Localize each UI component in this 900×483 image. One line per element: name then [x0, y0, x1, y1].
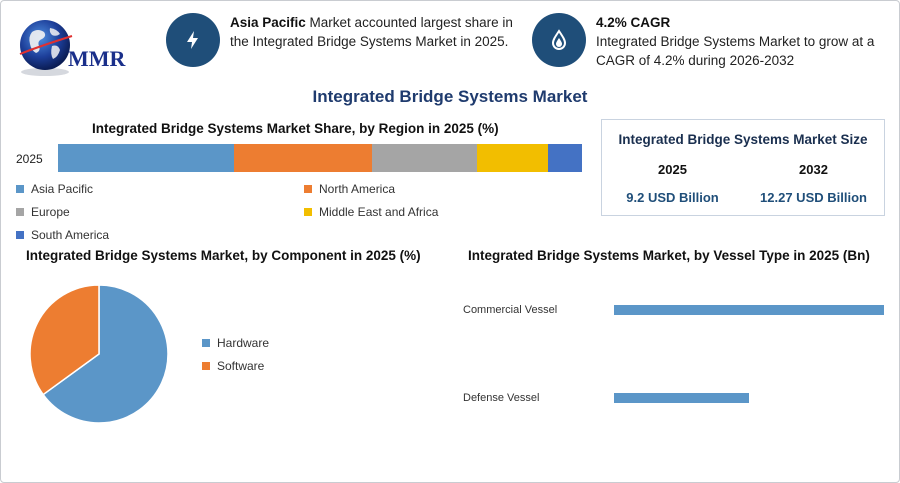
legend-europe: Europe [16, 205, 70, 219]
region-segment-middle-east-and-africa [477, 144, 548, 172]
region-segment-asia-pacific [58, 144, 234, 172]
pie-slice-software [29, 284, 100, 396]
region-segment-north-america [233, 144, 373, 172]
region-bar-year: 2025 [16, 152, 43, 166]
market-size-value-2032: 12.27 USD Billion [760, 190, 867, 205]
legend-software: Software [202, 359, 264, 373]
legend-middle-east-africa: Middle East and Africa [304, 205, 438, 219]
region-segment-south-america [547, 144, 582, 172]
legend-north-america: North America [304, 182, 395, 196]
callout-text: 4.2% CAGR Integrated Bridge Systems Marke… [596, 15, 875, 68]
vessel-label-commercial: Commercial Vessel [463, 304, 558, 316]
logo-text: MMR [68, 46, 127, 71]
vessel-bar-commercial [614, 305, 884, 315]
mmr-logo: MMR [19, 20, 127, 76]
region-segment-europe [372, 144, 478, 172]
market-size-value-2025: 9.2 USD Billion [626, 190, 719, 205]
market-size-box: Integrated Bridge Systems Market Size 20… [601, 119, 885, 216]
market-size-title: Integrated Bridge Systems Market Size [618, 132, 868, 147]
vessel-chart-title: Integrated Bridge Systems Market, by Ves… [468, 248, 870, 263]
legend-hardware: Hardware [202, 336, 269, 350]
callout-asia-pacific: Asia Pacific Market accounted largest sh… [166, 13, 526, 67]
legend-asia-pacific: Asia Pacific [16, 182, 93, 196]
component-pie-chart [29, 284, 169, 424]
legend-south-america: South America [16, 228, 109, 242]
callout-cagr: 4.2% CAGR Integrated Bridge Systems Marke… [532, 13, 892, 70]
component-chart-title: Integrated Bridge Systems Market, by Com… [26, 248, 421, 263]
flame-drop-icon [532, 13, 586, 67]
market-size-year-2025: 2025 [658, 162, 687, 177]
page-title: Integrated Bridge Systems Market [312, 87, 588, 106]
region-chart-title: Integrated Bridge Systems Market Share, … [92, 121, 499, 136]
callout-text: Asia Pacific Market accounted largest sh… [230, 15, 513, 49]
vessel-label-defense: Defense Vessel [463, 392, 540, 404]
region-stacked-bar [58, 144, 582, 172]
pie-slice-hardware [42, 284, 169, 424]
lightning-bolt-icon [166, 13, 220, 67]
vessel-bar-defense [614, 393, 749, 403]
market-size-year-2032: 2032 [799, 162, 828, 177]
